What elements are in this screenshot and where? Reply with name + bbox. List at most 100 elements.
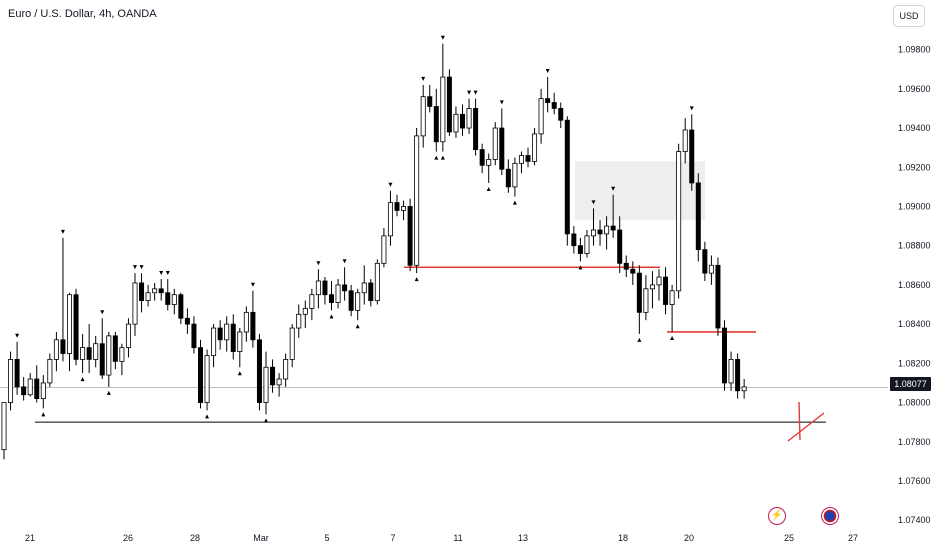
candle bbox=[14, 341, 20, 395]
candle bbox=[158, 279, 164, 301]
candle bbox=[682, 118, 688, 164]
fractal-high-marker bbox=[545, 69, 550, 74]
price-axis-label: 1.08600 bbox=[898, 280, 931, 290]
candle bbox=[53, 331, 59, 372]
candle bbox=[440, 43, 446, 152]
fractal-low-marker bbox=[329, 314, 334, 319]
time-axis-label: 18 bbox=[618, 533, 628, 543]
fractal-low-marker bbox=[264, 418, 268, 423]
candle bbox=[60, 237, 66, 362]
chart-title: Euro / U.S. Dollar, 4h, OANDA bbox=[8, 8, 157, 20]
fractal-low-marker bbox=[637, 337, 642, 342]
candle bbox=[617, 216, 623, 274]
fractal-high-marker bbox=[499, 100, 504, 105]
candle bbox=[237, 328, 243, 368]
candle bbox=[479, 143, 485, 174]
candle bbox=[584, 230, 590, 258]
candle bbox=[545, 77, 551, 113]
fractal-high-marker bbox=[467, 90, 472, 95]
candle bbox=[499, 108, 505, 176]
candle bbox=[21, 377, 27, 401]
candle bbox=[728, 351, 734, 391]
fractal-high-marker bbox=[100, 310, 105, 315]
candle bbox=[197, 339, 203, 409]
candle bbox=[518, 151, 524, 174]
candle bbox=[741, 379, 747, 399]
candle bbox=[486, 153, 492, 183]
fractal-high-marker bbox=[133, 265, 137, 270]
candle bbox=[283, 353, 289, 387]
time-axis-label: 20 bbox=[684, 533, 694, 543]
fractal-high-marker bbox=[473, 90, 478, 95]
time-axis-label: 27 bbox=[848, 533, 858, 543]
candle bbox=[315, 269, 321, 309]
candle bbox=[302, 300, 308, 329]
price-axis-label: 1.09800 bbox=[898, 45, 931, 55]
candle bbox=[1, 402, 7, 460]
candle bbox=[649, 271, 655, 309]
price-axis-label: 1.07400 bbox=[898, 515, 931, 525]
candle bbox=[427, 84, 433, 113]
candle bbox=[564, 116, 570, 246]
currency-button[interactable]: USD bbox=[893, 5, 925, 27]
candle bbox=[335, 279, 341, 309]
fractal-high-marker bbox=[388, 182, 393, 187]
time-axis-label: 26 bbox=[123, 533, 133, 543]
candle bbox=[132, 273, 138, 336]
candle bbox=[296, 304, 302, 338]
cross-mark-stroke bbox=[787, 412, 825, 442]
candle bbox=[722, 320, 728, 391]
candle bbox=[558, 102, 564, 129]
candle bbox=[250, 290, 256, 348]
fractal-high-marker bbox=[250, 282, 255, 287]
fractal-high-marker bbox=[421, 76, 426, 81]
price-axis-label: 1.09600 bbox=[898, 84, 931, 94]
candle bbox=[676, 143, 682, 299]
us-flag-icon[interactable] bbox=[821, 507, 839, 525]
candle bbox=[420, 84, 426, 148]
fractal-low-marker bbox=[670, 335, 675, 340]
fractal-low-marker bbox=[578, 265, 583, 270]
candle bbox=[67, 292, 73, 372]
zones-layer bbox=[575, 161, 705, 221]
candle bbox=[505, 159, 511, 193]
candle bbox=[689, 114, 695, 191]
candle bbox=[512, 157, 518, 197]
candle bbox=[27, 373, 33, 397]
flash-icon[interactable]: ⚡ bbox=[768, 507, 786, 525]
time-axis-label: 25 bbox=[784, 533, 794, 543]
time-axis-label: 7 bbox=[390, 533, 395, 543]
candle bbox=[93, 335, 99, 368]
candle bbox=[374, 259, 380, 305]
candle bbox=[263, 351, 269, 415]
fractal-high-marker bbox=[440, 35, 445, 40]
candle bbox=[473, 98, 479, 156]
candle bbox=[604, 216, 610, 250]
fractal-high-marker bbox=[165, 271, 170, 276]
candle bbox=[217, 320, 223, 350]
candle bbox=[106, 331, 112, 387]
fractal-low-marker bbox=[486, 186, 491, 191]
candle bbox=[538, 88, 544, 144]
time-axis-label: Mar bbox=[253, 533, 269, 543]
candle bbox=[171, 288, 177, 315]
current-price-tag: 1.08077 bbox=[890, 377, 931, 391]
candles-layer bbox=[1, 43, 747, 460]
candle bbox=[125, 318, 131, 358]
candle bbox=[99, 318, 105, 380]
candle bbox=[165, 279, 171, 311]
candle bbox=[551, 92, 557, 115]
candle bbox=[184, 308, 190, 334]
fractal-low-marker bbox=[237, 371, 242, 376]
candle bbox=[715, 257, 721, 336]
candle bbox=[355, 288, 361, 321]
candle bbox=[178, 292, 184, 325]
candle bbox=[86, 324, 92, 374]
candle bbox=[224, 316, 230, 352]
candle bbox=[80, 333, 86, 374]
candle bbox=[145, 284, 151, 307]
candle bbox=[459, 104, 465, 136]
candle bbox=[152, 282, 158, 301]
candle bbox=[532, 128, 538, 166]
